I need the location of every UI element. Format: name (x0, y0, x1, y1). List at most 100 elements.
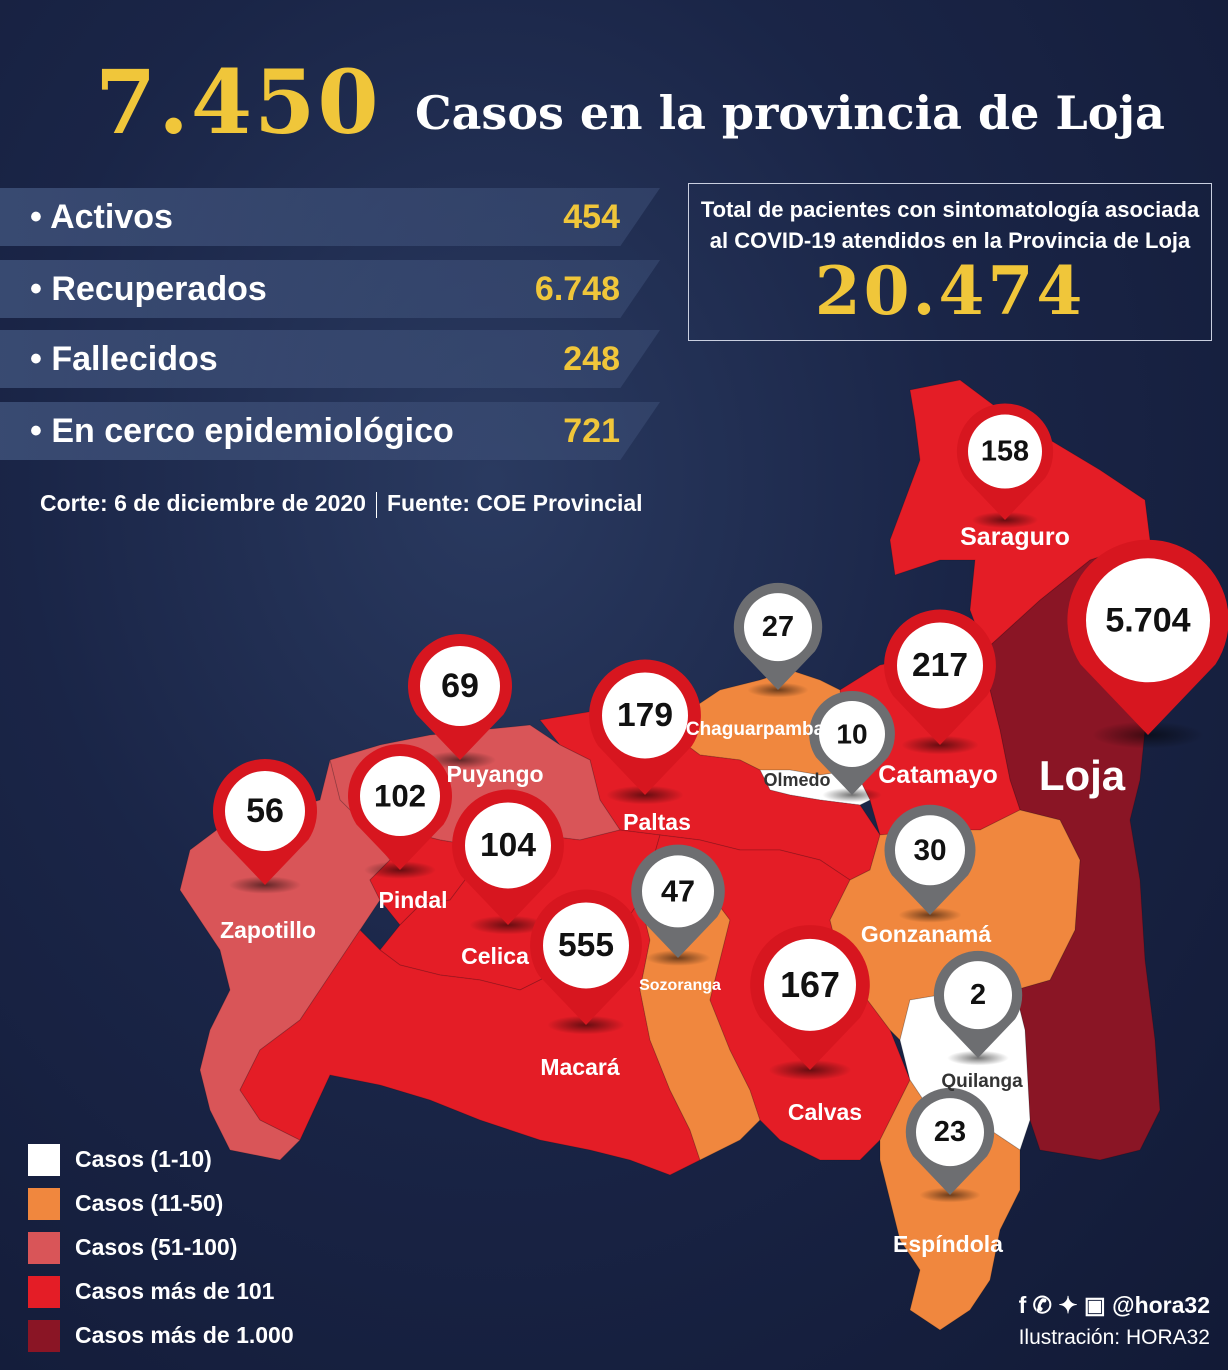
pin-face (1086, 558, 1210, 683)
canton-label-olmedo: Olmedo (763, 770, 830, 790)
legend-item: Casos más de 1.000 (28, 1316, 348, 1352)
pin-case-count: 30 (913, 834, 946, 867)
pin-case-count: 23 (934, 1116, 966, 1148)
canton-label-pindal: Pindal (378, 887, 447, 913)
canton-label-puyango: Puyango (446, 761, 543, 787)
pin-celica: 104 (452, 789, 564, 935)
canton-label-sozoranga: Sozoranga (639, 977, 721, 994)
pin-case-count: 102 (374, 779, 426, 814)
pin-macará: 555 (530, 889, 642, 1035)
pin-face (420, 646, 500, 726)
social-handle: f ✆ ✦ ▣ @hora32 (1019, 1292, 1210, 1319)
pin-case-count: 158 (981, 436, 1029, 468)
pin-case-count: 555 (558, 927, 614, 964)
pin-zapotillo: 56 (213, 759, 318, 894)
pin-face (225, 771, 305, 851)
pin-face (764, 938, 856, 1031)
pin-face (744, 593, 812, 662)
legend-label: Casos (11-50) (75, 1190, 224, 1216)
source-line: Corte: 6 de diciembre de 2020 Fuente: COE… (40, 490, 643, 518)
legend-swatch (28, 1276, 60, 1308)
pin-face (944, 961, 1012, 1030)
stat-label: En cerco epidemiológico (30, 412, 453, 451)
legend-swatch (28, 1232, 60, 1264)
canton-label-zapotillo: Zapotillo (220, 917, 316, 943)
pin-case-count: 47 (661, 874, 695, 908)
whatsapp-icon[interactable]: ✆ (1032, 1292, 1052, 1318)
canton-label-chaguarpamba: Chaguarpamba (686, 719, 825, 740)
pin-case-count: 179 (617, 697, 673, 734)
pin-case-count: 69 (441, 667, 479, 705)
divider (375, 491, 377, 518)
stat-value: 6.748 (534, 270, 620, 308)
legend-label: Casos más de 1.000 (75, 1322, 294, 1348)
legend-item: Casos (1-10) (28, 1140, 348, 1176)
instagram-icon[interactable]: ▣ (1084, 1292, 1106, 1318)
headline-title: Casos en la provincia de Loja (415, 86, 1165, 140)
case-pins: 158 5.704 27 10 217 69 179 102 56 104 47 555 30 167 2 2… (213, 403, 1228, 1203)
pin-pindal: 102 (348, 744, 452, 879)
pin-paltas: 179 (589, 659, 701, 805)
pin-olmedo: 10 (809, 691, 895, 803)
total-patients-box: Total de pacientes con sintomatología as… (688, 183, 1212, 341)
legend-swatch (28, 1188, 60, 1220)
pin-face (897, 622, 983, 709)
pin-puyango: 69 (408, 634, 512, 769)
total-patients-number: 20.474 (814, 252, 1086, 330)
pin-face (602, 672, 688, 759)
stat-row-activos: Activos 454 (0, 188, 660, 246)
pin-gonzanamá: 30 (884, 804, 976, 923)
legend-item: Casos (51-100) (28, 1228, 348, 1264)
pin-case-count: 27 (762, 611, 794, 643)
social-handle-text: @hora32 (1112, 1292, 1210, 1318)
pin-face (360, 756, 440, 836)
canton-label-paltas: Paltas (623, 809, 691, 835)
legend-label: Casos más de 101 (75, 1278, 275, 1304)
facebook-icon[interactable]: f (1018, 1292, 1027, 1318)
pin-catamayo: 217 (884, 609, 996, 755)
canton-label-catamayo: Catamayo (878, 761, 998, 789)
canton-label-gonzanamá: Gonzanamá (861, 921, 992, 947)
pin-face (465, 802, 551, 889)
pin-case-count: 104 (480, 827, 536, 864)
pin-case-count: 2 (970, 979, 986, 1011)
legend-item: Casos más de 101 (28, 1272, 348, 1308)
headline: 7.450 Casos en la provincia de Loja (95, 50, 1195, 154)
pin-sozoranga: 47 (631, 844, 725, 966)
pin-face (916, 1098, 984, 1167)
pin-case-count: 217 (912, 647, 968, 684)
canton-label-celica: Celica (461, 943, 529, 969)
stat-row-cerco: En cerco epidemiológico 721 (0, 402, 660, 460)
stat-label: Activos (30, 198, 173, 237)
stat-row-fallecidos: Fallecidos 248 (0, 330, 660, 388)
canton-label-saraguro: Saraguro (960, 523, 1070, 551)
pin-case-count: 5.704 (1105, 601, 1190, 639)
legend-item: Casos (11-50) (28, 1184, 348, 1220)
canton-label-macará: Macará (540, 1054, 619, 1080)
pin-espíndola: 23 (905, 1087, 995, 1203)
pin-quilanga: 2 (933, 950, 1023, 1066)
pin-face (642, 855, 714, 928)
stat-label: Fallecidos (30, 340, 217, 379)
canton-labels: Saraguro Loja Chaguarpamba Olmedo Catamayo Pu… (220, 523, 1126, 1257)
pin-face (543, 902, 629, 989)
pin-face (895, 815, 965, 886)
twitter-icon[interactable]: ✦ (1058, 1292, 1078, 1318)
pin-case-count: 56 (246, 792, 284, 830)
canton-label-calvas: Calvas (788, 1099, 862, 1125)
data-source: Fuente: COE Provincial (386, 490, 643, 516)
stat-value: 721 (563, 412, 620, 450)
pin-chaguarpamba: 27 (733, 582, 823, 698)
pin-saraguro: 158 (956, 403, 1054, 529)
legend-label: Casos (51-100) (75, 1234, 238, 1260)
pin-loja: 5.704 (1067, 539, 1228, 749)
pin-case-count: 10 (836, 718, 867, 749)
cutoff-date: Corte: 6 de diciembre de 2020 (40, 490, 366, 516)
pin-case-count: 167 (780, 965, 840, 1005)
pin-face (968, 414, 1042, 489)
pin-calvas: 167 (750, 925, 870, 1081)
canton-label-quilanga: Quilanga (941, 1071, 1023, 1092)
canton-label-loja: Loja (1039, 752, 1126, 799)
stat-label: Recuperados (30, 270, 266, 309)
